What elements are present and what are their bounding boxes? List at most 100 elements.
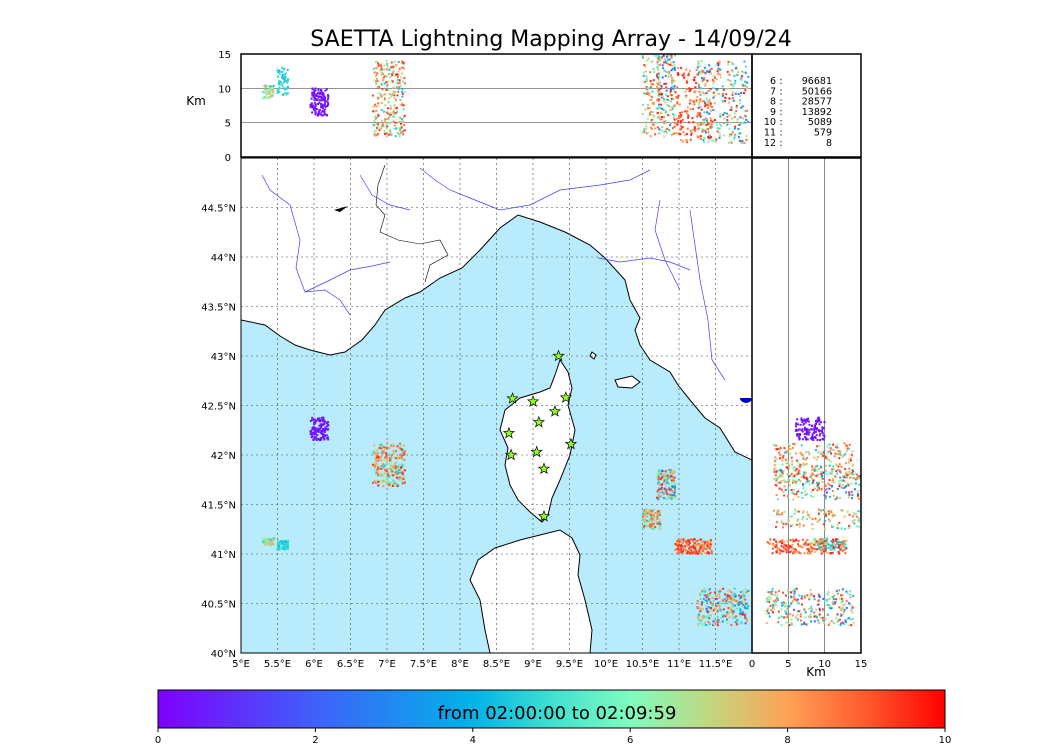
lightning-source — [657, 100, 660, 103]
lightning-source — [708, 588, 711, 591]
lightning-source — [851, 497, 854, 500]
lightning-source — [651, 513, 654, 516]
lightning-source — [790, 456, 793, 459]
lightning-source — [837, 589, 840, 592]
lightning-source — [324, 100, 327, 103]
lightning-source — [825, 456, 828, 459]
lightning-source — [851, 463, 854, 466]
lightning-source — [709, 105, 712, 108]
lightning-source — [327, 438, 330, 441]
lightning-source — [673, 54, 676, 57]
lightning-source — [773, 607, 776, 610]
lightning-source — [324, 428, 327, 431]
lightning-source — [819, 421, 822, 424]
lightning-source — [825, 488, 828, 491]
lightning-source — [783, 485, 786, 488]
lightning-source — [384, 456, 387, 459]
lightning-source — [718, 132, 721, 135]
lightning-source — [708, 540, 711, 543]
lightning-source — [665, 498, 668, 501]
lightning-source — [827, 518, 830, 521]
lightning-source — [829, 511, 832, 514]
lightning-source — [804, 471, 807, 474]
lightning-source — [741, 141, 744, 144]
lightning-source — [281, 542, 284, 545]
lightning-source — [821, 477, 824, 480]
lightning-source — [390, 93, 393, 96]
lightning-source — [773, 538, 776, 541]
lightning-source — [385, 111, 388, 114]
lightning-source — [826, 541, 829, 544]
lightning-source — [658, 521, 661, 524]
lightning-source — [696, 606, 699, 609]
lightning-source — [792, 552, 795, 555]
lightning-source — [805, 437, 808, 440]
lightning-source — [371, 110, 374, 113]
lightning-source — [696, 128, 699, 131]
lightning-source — [709, 102, 712, 105]
lightning-source — [654, 525, 657, 528]
lightning-source — [403, 458, 406, 461]
lightning-source — [770, 609, 773, 612]
lightning-source — [811, 424, 814, 427]
lightning-source — [782, 601, 785, 604]
lightning-source — [820, 509, 823, 512]
lightning-source — [718, 605, 721, 608]
lightning-source — [782, 490, 785, 493]
lightning-source — [769, 597, 772, 600]
lightning-source — [374, 60, 377, 63]
lightning-source — [843, 486, 846, 489]
lightning-source — [792, 498, 795, 501]
lightning-source — [385, 59, 388, 62]
top-alt-tick-label: 0 — [225, 153, 231, 164]
lightning-source — [807, 420, 810, 423]
lightning-source — [285, 93, 288, 96]
lightning-source — [381, 123, 384, 126]
lightning-source — [724, 593, 727, 596]
lightning-source — [819, 547, 822, 550]
lightning-source — [768, 601, 771, 604]
lightning-source — [380, 101, 383, 104]
lightning-source — [371, 481, 374, 484]
lightning-source — [309, 433, 312, 436]
lightning-source — [731, 595, 734, 598]
map-y-tick-label: 44°N — [211, 253, 236, 264]
lightning-source — [388, 467, 391, 470]
lightning-source — [281, 71, 284, 74]
lightning-source — [383, 75, 386, 78]
lightning-source — [660, 476, 663, 479]
lightning-source — [816, 464, 819, 467]
lightning-source — [393, 60, 396, 63]
lightning-source — [697, 617, 700, 620]
lightning-source — [684, 110, 687, 113]
station-star — [506, 392, 519, 404]
lightning-source — [768, 615, 771, 618]
lightning-source — [837, 469, 840, 472]
lightning-source — [807, 548, 810, 551]
lightning-source — [280, 76, 283, 79]
lightning-source — [667, 63, 670, 66]
lightning-source — [672, 105, 675, 108]
colorbar-ticks: 0 2 4 6 8 10 — [155, 728, 951, 746]
lightning-source — [699, 87, 702, 90]
lightning-source — [656, 75, 659, 78]
side-frame — [751, 157, 862, 654]
lightning-source — [398, 466, 401, 469]
lightning-source — [656, 60, 659, 63]
lightning-source — [271, 94, 274, 97]
lightning-source — [674, 122, 677, 125]
lightning-source — [664, 484, 667, 487]
lightning-source — [839, 597, 842, 600]
lightning-source — [267, 97, 270, 100]
lightning-source — [653, 71, 656, 74]
lightning-source — [817, 544, 820, 547]
lightning-source — [823, 528, 826, 531]
lightning-source — [395, 484, 398, 487]
lightning-source — [380, 83, 383, 86]
lightning-source — [734, 125, 737, 128]
lightning-source — [377, 480, 380, 483]
lightning-source — [824, 513, 827, 516]
lightning-source — [715, 78, 718, 81]
lightning-source — [793, 592, 796, 595]
